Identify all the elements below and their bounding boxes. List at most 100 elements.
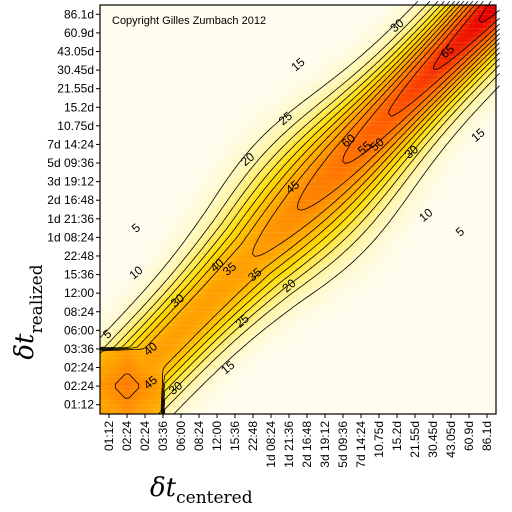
heatmap-cell	[118, 23, 123, 29]
heatmap-cell	[212, 107, 218, 112]
heatmap-cell	[136, 42, 141, 47]
heatmap-cell	[257, 325, 263, 331]
heatmap-cell	[338, 172, 344, 178]
heatmap-cell	[154, 190, 159, 196]
heatmap-cell	[230, 28, 236, 33]
heatmap-cell	[338, 200, 344, 205]
heatmap-cell	[176, 172, 182, 178]
heatmap-cell	[298, 139, 303, 145]
heatmap-cell	[271, 358, 276, 363]
heatmap-cell	[100, 390, 105, 396]
heatmap-cell	[104, 339, 110, 345]
heatmap-cell	[280, 209, 285, 215]
heatmap-cell	[185, 195, 191, 201]
heatmap-cell	[329, 149, 335, 154]
heatmap-cell	[194, 60, 200, 66]
heatmap-cell	[235, 121, 240, 126]
heatmap-cell	[275, 163, 281, 168]
heatmap-cell	[275, 228, 281, 233]
heatmap-cell	[226, 56, 231, 61]
heatmap-cell	[311, 130, 317, 136]
heatmap-cell	[338, 97, 344, 103]
heatmap-cell	[284, 362, 290, 368]
heatmap-cell	[329, 204, 335, 210]
heatmap-cell	[311, 163, 317, 168]
heatmap-cell	[167, 70, 173, 75]
heatmap-cell	[347, 130, 353, 136]
heatmap-cell	[271, 334, 276, 340]
heatmap-cell	[280, 102, 285, 108]
heatmap-cell	[136, 274, 141, 280]
heatmap-cell	[284, 307, 290, 312]
heatmap-cell	[352, 269, 357, 275]
heatmap-cell	[311, 111, 317, 117]
heatmap-cell	[190, 367, 195, 373]
heatmap-cell	[185, 218, 191, 224]
heatmap-cell	[122, 153, 128, 159]
heatmap-cell	[262, 79, 267, 85]
heatmap-cell	[329, 79, 335, 85]
heatmap-cell	[190, 237, 195, 243]
heatmap-cell	[190, 390, 195, 396]
heatmap-cell	[104, 325, 110, 331]
heatmap-cell	[104, 283, 110, 289]
heatmap-cell	[131, 28, 137, 33]
heatmap-cell	[352, 167, 357, 173]
heatmap-cell	[266, 386, 272, 391]
heatmap-cell	[293, 46, 299, 52]
heatmap-cell	[338, 283, 344, 289]
heatmap-cell	[244, 42, 249, 47]
heatmap-cell	[172, 111, 177, 117]
heatmap-cell	[266, 149, 272, 154]
heatmap-cell	[248, 70, 254, 75]
heatmap-cell	[302, 358, 308, 363]
heatmap-cell	[275, 390, 281, 396]
heatmap-cell	[311, 358, 317, 363]
heatmap-cell	[244, 409, 249, 415]
heatmap-cell	[244, 135, 249, 140]
heatmap-cell	[347, 135, 353, 140]
heatmap-cell	[190, 121, 195, 126]
heatmap-cell	[226, 139, 231, 145]
heatmap-cell	[158, 339, 164, 345]
heatmap-cell	[262, 116, 267, 122]
heatmap-cell	[167, 381, 173, 387]
heatmap-cell	[158, 121, 164, 126]
heatmap-cell	[266, 269, 272, 275]
heatmap-cell	[109, 42, 114, 47]
heatmap-cell	[280, 97, 285, 103]
heatmap-cell	[253, 251, 258, 257]
heatmap-cell	[199, 288, 204, 294]
heatmap-cell	[338, 400, 344, 405]
heatmap-cell	[127, 232, 132, 238]
heatmap-cell	[226, 404, 231, 410]
heatmap-cell	[271, 265, 276, 270]
heatmap-cell	[167, 46, 173, 52]
heatmap-cell	[127, 307, 132, 312]
heatmap-cell	[275, 125, 281, 131]
heatmap-cell	[163, 232, 168, 238]
heatmap-cell	[194, 209, 200, 215]
heatmap-cell	[136, 102, 141, 108]
heatmap-cell	[244, 218, 249, 224]
heatmap-cell	[266, 344, 272, 349]
heatmap-cell	[217, 37, 222, 43]
heatmap-cell	[343, 344, 348, 349]
heatmap-cell	[140, 367, 146, 373]
heatmap-cell	[217, 14, 222, 20]
heatmap-cell	[329, 274, 335, 280]
heatmap-cell	[100, 84, 105, 89]
heatmap-cell	[167, 372, 173, 377]
heatmap-cell	[257, 18, 263, 24]
heatmap-cell	[194, 223, 200, 229]
heatmap-cell	[140, 353, 146, 359]
heatmap-cell	[149, 223, 155, 229]
heatmap-cell	[293, 293, 299, 298]
heatmap-cell	[154, 18, 159, 24]
heatmap-cell	[172, 376, 177, 382]
heatmap-cell	[145, 181, 150, 187]
heatmap-cell	[163, 84, 168, 89]
heatmap-cell	[226, 144, 231, 150]
heatmap-cell	[140, 283, 146, 289]
heatmap-cell	[235, 111, 240, 117]
